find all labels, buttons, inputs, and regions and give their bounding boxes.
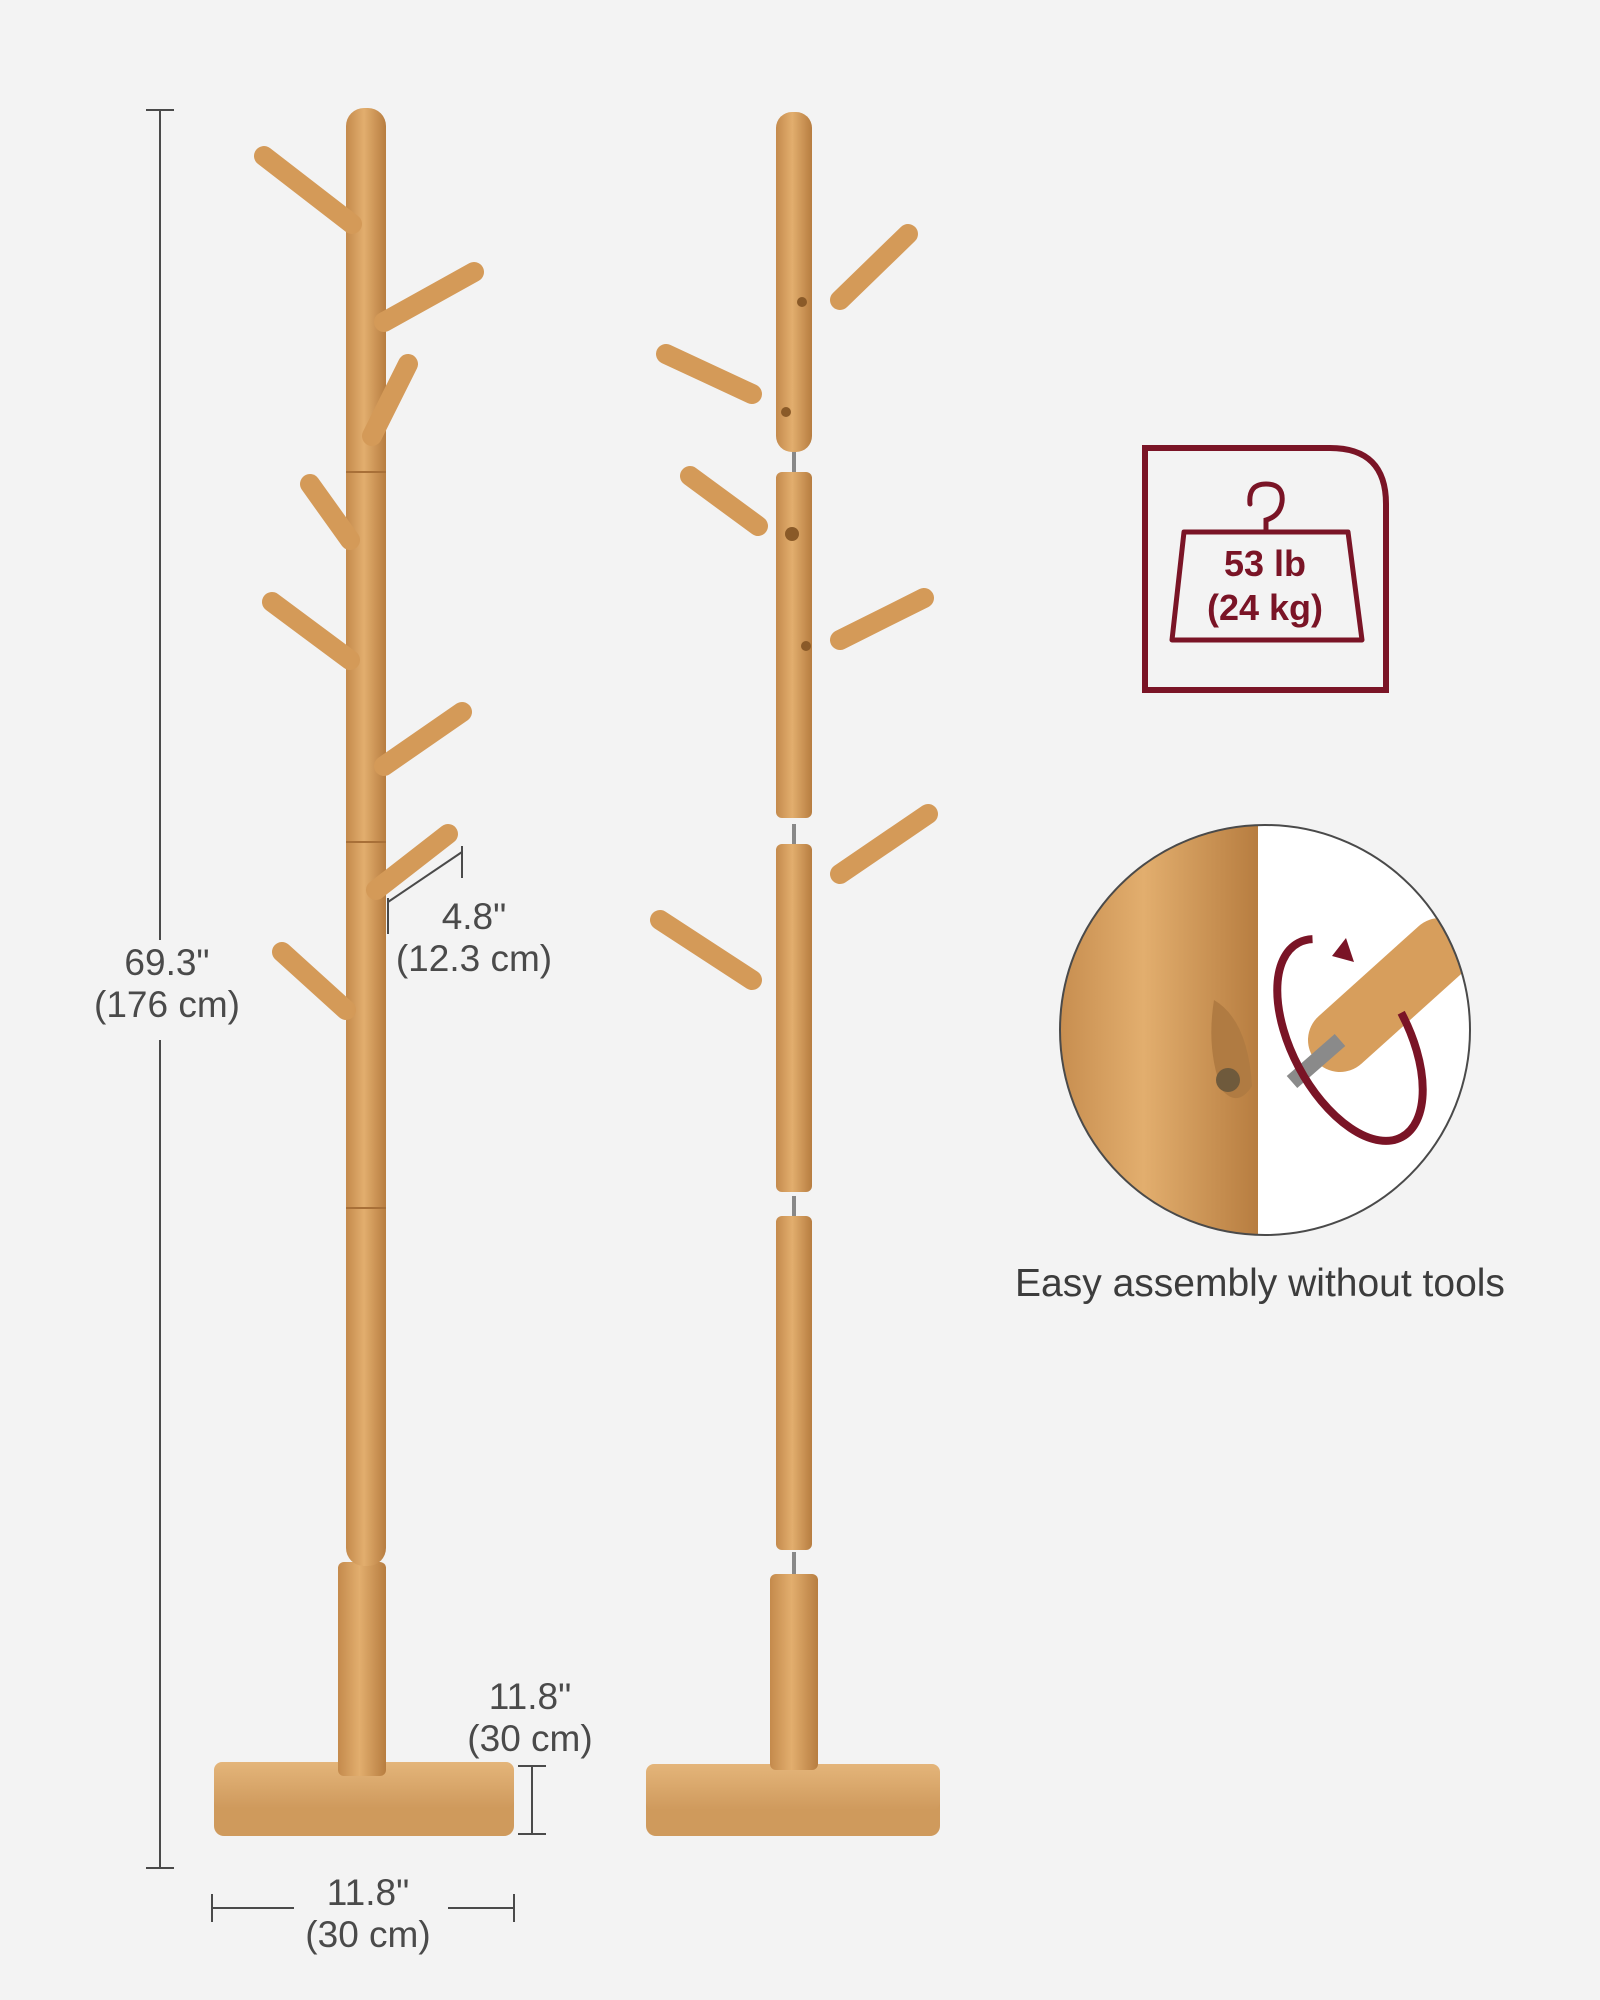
height-metric: (176 cm) — [94, 984, 240, 1025]
base-width-metric: (30 cm) — [305, 1914, 431, 1955]
hanger-hook-icon — [1247, 481, 1285, 535]
exploded-segment-4 — [776, 1216, 812, 1550]
threaded-hole — [1216, 1068, 1240, 1092]
assembly-caption: Easy assembly without tools — [1015, 1262, 1505, 1305]
rack-bottom-segment — [338, 1562, 386, 1776]
assembled-coat-rack — [214, 108, 514, 1836]
base-depth-metric: (30 cm) — [467, 1718, 593, 1759]
hook-length-metric: (12.3 cm) — [395, 938, 553, 979]
dimension-lines — [146, 109, 546, 1922]
exploded-coat-rack — [646, 112, 940, 1836]
height-imperial: 69.3" — [124, 942, 210, 983]
hook-length-dimension: 4.8" (12.3 cm) — [374, 896, 574, 980]
exploded-bottom-segment — [770, 1574, 818, 1770]
assembly-detail — [1059, 824, 1471, 1236]
exploded-segment-1 — [776, 112, 812, 452]
weight-capacity-badge — [1142, 445, 1389, 693]
base-width-dimension: 11.8" (30 cm) — [268, 1872, 468, 1956]
detached-hooks — [650, 224, 938, 990]
base-width-imperial: 11.8" — [326, 1872, 410, 1913]
height-dimension: 69.3" (176 cm) — [62, 942, 272, 1026]
rack-base-top — [214, 1762, 514, 1808]
exploded-segment-2 — [776, 472, 812, 818]
weight-metric: (24 kg) — [1206, 587, 1324, 628]
base-depth-imperial: 11.8" — [488, 1676, 572, 1717]
rotate-arrow-icon — [1273, 935, 1427, 1145]
hook-closeup — [1308, 918, 1470, 1072]
rack-hooks — [254, 146, 484, 1020]
badge-frame — [1142, 445, 1389, 693]
weight-imperial: 53 lb — [1223, 543, 1307, 584]
base-depth-dimension: 11.8" (30 cm) — [430, 1676, 630, 1760]
weight-icon — [1169, 529, 1365, 643]
exploded-segment-3 — [776, 844, 812, 1192]
hook-length-imperial: 4.8" — [441, 896, 507, 937]
weight-capacity-label: 53 lb (24 kg) — [1160, 542, 1370, 630]
